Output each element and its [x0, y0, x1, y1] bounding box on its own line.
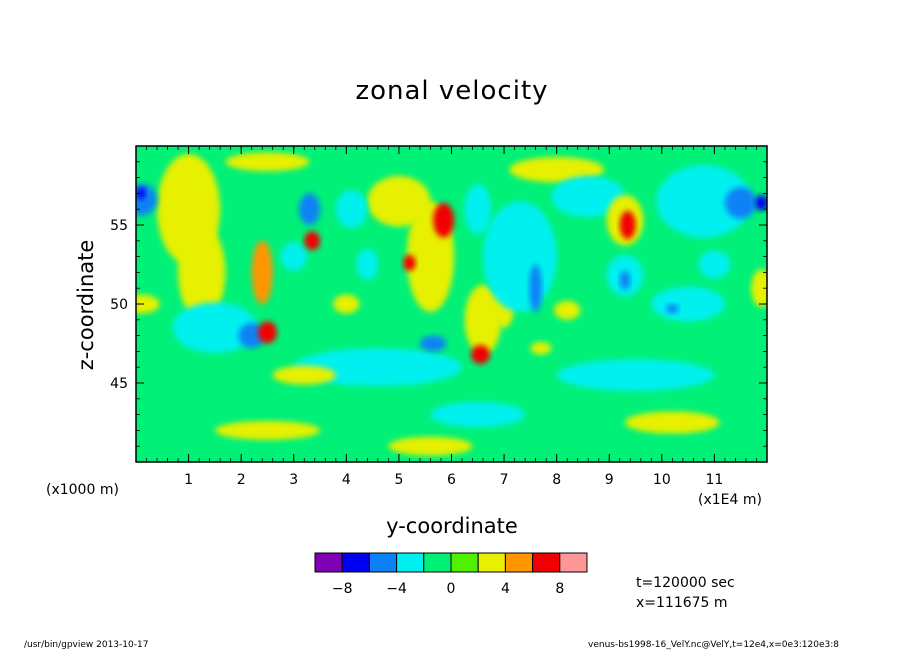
- x-axis-label: y-coordinate: [386, 514, 518, 538]
- contour-region-14: [356, 248, 378, 281]
- contour-region-32: [724, 187, 757, 219]
- footer-program-date: /usr/bin/gpview 2013-10-17: [24, 640, 149, 650]
- contour-region-26: [619, 210, 636, 240]
- contour-region-20: [483, 201, 557, 312]
- contour-region-3: [172, 302, 257, 353]
- footer-source-file: venus-bs1998-16_VelY.nc@VelY,t=12e4,x=0e…: [588, 640, 839, 650]
- contour-region-2: [251, 240, 273, 304]
- contour-region-6: [299, 193, 321, 225]
- contour-region-18: [464, 285, 502, 355]
- contour-region-33: [755, 194, 767, 211]
- x-tick-label: 6: [447, 472, 456, 488]
- x-tick-label: 7: [500, 472, 509, 488]
- x-tick-label: 5: [394, 472, 403, 488]
- contour-region-16: [419, 335, 447, 352]
- x-tick-label: 11: [706, 472, 724, 488]
- colorbar-tick-label: 8: [555, 581, 564, 597]
- chart-title: zonal velocity: [355, 76, 549, 106]
- colorbar-swatch: [423, 552, 452, 573]
- colorbar-swatch: [559, 552, 588, 573]
- contour-region-9: [367, 176, 431, 227]
- contour-region-38: [293, 348, 463, 387]
- contour-region-8: [280, 242, 307, 271]
- contour-region-37: [751, 269, 767, 308]
- contour-region-46: [225, 152, 310, 172]
- colorbar: −8 −4 0 4 8: [314, 552, 588, 597]
- y-scale-note: (x1000 m): [46, 482, 119, 498]
- colorbar-swatch: [450, 552, 479, 573]
- x-tick-label: 8: [552, 472, 561, 488]
- contour-region-48: [698, 250, 731, 279]
- contour-region-1: [178, 225, 226, 320]
- colorbar-swatch: [396, 552, 425, 573]
- colorbar-swatch: [477, 552, 506, 573]
- contour-region-44: [272, 365, 336, 385]
- x-tick-label: 1: [184, 472, 193, 488]
- contour-region-15: [333, 294, 360, 314]
- colorbar-tick-label: 4: [501, 581, 510, 597]
- colorbar-swatch: [368, 552, 398, 573]
- y-tick-label: 55: [110, 218, 128, 234]
- colorbar-swatch: [341, 552, 370, 573]
- contour-region-23: [530, 341, 552, 355]
- contour-region-4: [238, 322, 265, 349]
- contour-region-13: [464, 183, 491, 235]
- x-tick-label: 3: [289, 472, 298, 488]
- contour-region-43: [625, 411, 720, 434]
- contour-region-35: [137, 187, 146, 200]
- contour-region-29: [651, 286, 725, 322]
- contour-region-39: [556, 359, 715, 391]
- contour-region-12: [403, 255, 416, 271]
- x-tick-label: 10: [653, 472, 671, 488]
- time-annotation: t=120000 sec: [636, 575, 735, 591]
- contour-region-41: [214, 420, 321, 440]
- contour-region-24: [551, 176, 626, 218]
- contour-region-40: [430, 401, 526, 428]
- colorbar-swatch: [314, 552, 343, 573]
- colorbar-swatch: [504, 552, 534, 573]
- y-tick-label: 50: [110, 297, 128, 313]
- colorbar-tick-label: −8: [332, 581, 353, 597]
- colorbar-tick-label: 0: [447, 581, 456, 597]
- contour-region-22: [554, 300, 581, 320]
- contour-region-30: [666, 304, 679, 314]
- x-tick-label: 9: [605, 472, 614, 488]
- contour-region-11: [433, 202, 455, 238]
- contour-region-45: [509, 157, 604, 183]
- position-annotation: x=111675 m: [636, 595, 728, 611]
- contour-region-28: [619, 270, 631, 290]
- contour-region-21: [529, 264, 542, 312]
- x-tick-label: 2: [237, 472, 246, 488]
- contour-region-47: [335, 190, 368, 229]
- contour-region-7: [304, 231, 321, 251]
- contour-region-17: [470, 345, 490, 365]
- contour-region-5: [257, 321, 277, 344]
- colorbar-tick-label: −4: [386, 581, 407, 597]
- plot-area: [136, 146, 767, 462]
- x-tick-label: 4: [342, 472, 351, 488]
- y-axis-label: z-coordinate: [74, 239, 98, 371]
- x-scale-note: (x1E4 m): [698, 492, 762, 508]
- contour-region-31: [656, 164, 752, 238]
- contour-region-42: [388, 436, 473, 456]
- contour-region-36: [136, 294, 160, 314]
- colorbar-swatch: [532, 552, 561, 573]
- y-tick-label: 45: [110, 376, 128, 392]
